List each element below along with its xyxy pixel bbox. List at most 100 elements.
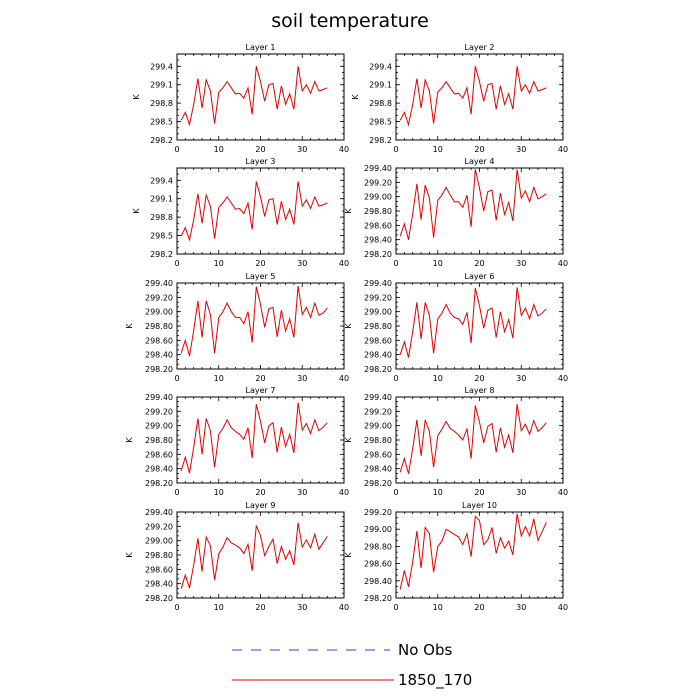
- y-tick-label: 299.40: [145, 279, 173, 288]
- x-tick-label: 20: [474, 603, 484, 612]
- y-tick-label: 299.20: [364, 293, 392, 302]
- panel-title: Layer 10: [462, 501, 497, 510]
- y-axis-label: K: [344, 323, 353, 329]
- y-axis-label: K: [351, 94, 360, 100]
- panel-layer-3: Layer 3 0 10 20 30 40 298.2 298.5 298.8 299.1 299.…: [132, 157, 349, 268]
- y-tick-label: 298.80: [364, 207, 392, 216]
- series-line-1850-170: [399, 287, 547, 358]
- series-line-1850-170: [180, 402, 328, 474]
- x-tick-label: 40: [339, 374, 349, 383]
- y-tick-label: 299.1: [150, 81, 173, 90]
- y-tick-label: 299.20: [145, 522, 173, 531]
- y-tick-label: 299.4: [369, 62, 392, 71]
- y-tick-label: 298.20: [145, 479, 173, 488]
- x-tick-label: 30: [297, 603, 307, 612]
- x-tick-label: 20: [255, 603, 265, 612]
- y-tick-label: 298.80: [145, 436, 173, 445]
- y-tick-label: 298.80: [145, 322, 173, 331]
- series-line-1850-170: [180, 285, 328, 357]
- y-tick-label: 298.20: [364, 365, 392, 374]
- plot-frame: [176, 511, 345, 599]
- x-tick-label: 0: [174, 145, 179, 154]
- legend-label-no-obs: No Obs: [398, 641, 452, 659]
- x-tick-label: 10: [433, 488, 443, 497]
- y-tick-label: 299.20: [364, 508, 392, 517]
- panel-layer-1: Layer 1 0 10 20 30 40 298.2 298.5 298.8 299.1 299.…: [132, 43, 349, 154]
- y-tick-label: 299.00: [364, 193, 392, 202]
- y-tick-label: 298.40: [364, 236, 392, 245]
- plot-frame: [395, 53, 564, 141]
- x-tick-label: 40: [339, 145, 349, 154]
- legend: No Obs 1850_170: [232, 641, 472, 690]
- y-axis-label: K: [125, 323, 134, 329]
- x-tick-label: 20: [474, 145, 484, 154]
- y-tick-label: 299.40: [364, 164, 392, 173]
- panel-title: Layer 5: [246, 272, 276, 281]
- x-tick-label: 30: [297, 145, 307, 154]
- x-tick-label: 20: [255, 145, 265, 154]
- panel-title: Layer 1: [246, 43, 276, 52]
- panel-layer-5: Layer 5 0 10 20 30 40 298.20 298.40 298.60 298.80…: [125, 272, 349, 383]
- panel-layer-9: Layer 9 0 10 20 30 40 298.20 298.40 298.60 298.80…: [125, 501, 349, 612]
- y-tick-label: 299.20: [145, 407, 173, 416]
- y-tick-label: 298.60: [145, 450, 173, 459]
- series-line-1850-170: [399, 513, 547, 590]
- x-tick-label: 20: [255, 259, 265, 268]
- y-axis-label: K: [344, 208, 353, 214]
- x-tick-label: 40: [558, 259, 568, 268]
- x-tick-label: 10: [214, 145, 224, 154]
- y-tick-label: 299.00: [145, 308, 173, 317]
- panel-title: Layer 2: [465, 43, 495, 52]
- x-tick-label: 0: [393, 259, 398, 268]
- y-axis-label: K: [132, 94, 141, 100]
- panel-layer-2: Layer 2 0 10 20 30 40 298.2 298.5 298.8 299.1 299.…: [351, 43, 568, 154]
- y-tick-label: 298.20: [364, 594, 392, 603]
- x-tick-label: 10: [433, 374, 443, 383]
- x-tick-label: 0: [174, 259, 179, 268]
- y-tick-label: 299.40: [364, 279, 392, 288]
- x-tick-label: 40: [558, 603, 568, 612]
- x-tick-label: 10: [433, 145, 443, 154]
- x-tick-label: 40: [558, 374, 568, 383]
- panel-title: Layer 9: [246, 501, 276, 510]
- panel-layer-10: Layer 10 0 10 20 30 40 298.20 298.40 298.60 298.8…: [344, 501, 568, 612]
- x-tick-label: 0: [393, 488, 398, 497]
- series-line-1850-170: [399, 66, 547, 127]
- y-tick-label: 299.40: [145, 508, 173, 517]
- panel-layer-7: Layer 7 0 10 20 30 40 298.20 298.40 298.60 298.80…: [125, 386, 349, 497]
- y-tick-label: 298.8: [369, 99, 392, 108]
- y-tick-label: 298.60: [364, 221, 392, 230]
- plot-frame: [176, 282, 345, 370]
- panel-layer-6: Layer 6 0 10 20 30 40 298.20 298.40 298.60 298.80…: [344, 272, 568, 383]
- x-tick-label: 30: [297, 259, 307, 268]
- x-tick-label: 20: [255, 374, 265, 383]
- plot-frame: [395, 167, 564, 255]
- panel-title: Layer 7: [246, 386, 276, 395]
- x-tick-label: 0: [174, 603, 179, 612]
- series-line-1850-170: [399, 404, 547, 474]
- x-tick-label: 20: [474, 488, 484, 497]
- y-tick-label: 299.1: [150, 195, 173, 204]
- panel-title: Layer 8: [465, 386, 495, 395]
- plot-frame: [395, 282, 564, 370]
- y-tick-label: 298.40: [364, 351, 392, 360]
- x-tick-label: 0: [174, 488, 179, 497]
- series-line-1850-170: [180, 522, 328, 589]
- panel-layer-8: Layer 8 0 10 20 30 40 298.20 298.40 298.60 298.80…: [344, 386, 568, 497]
- y-tick-label: 298.20: [364, 479, 392, 488]
- y-tick-label: 299.40: [364, 393, 392, 402]
- x-tick-label: 40: [558, 488, 568, 497]
- y-tick-label: 298.40: [364, 465, 392, 474]
- y-tick-label: 299.00: [364, 308, 392, 317]
- plot-frame: [176, 396, 345, 484]
- y-tick-label: 298.80: [364, 322, 392, 331]
- y-tick-label: 299.20: [364, 178, 392, 187]
- x-tick-label: 0: [393, 145, 398, 154]
- x-tick-label: 20: [255, 488, 265, 497]
- x-tick-label: 30: [516, 259, 526, 268]
- y-tick-label: 298.60: [364, 336, 392, 345]
- x-tick-label: 10: [214, 259, 224, 268]
- x-tick-label: 30: [297, 374, 307, 383]
- panel-title: Layer 4: [465, 157, 495, 166]
